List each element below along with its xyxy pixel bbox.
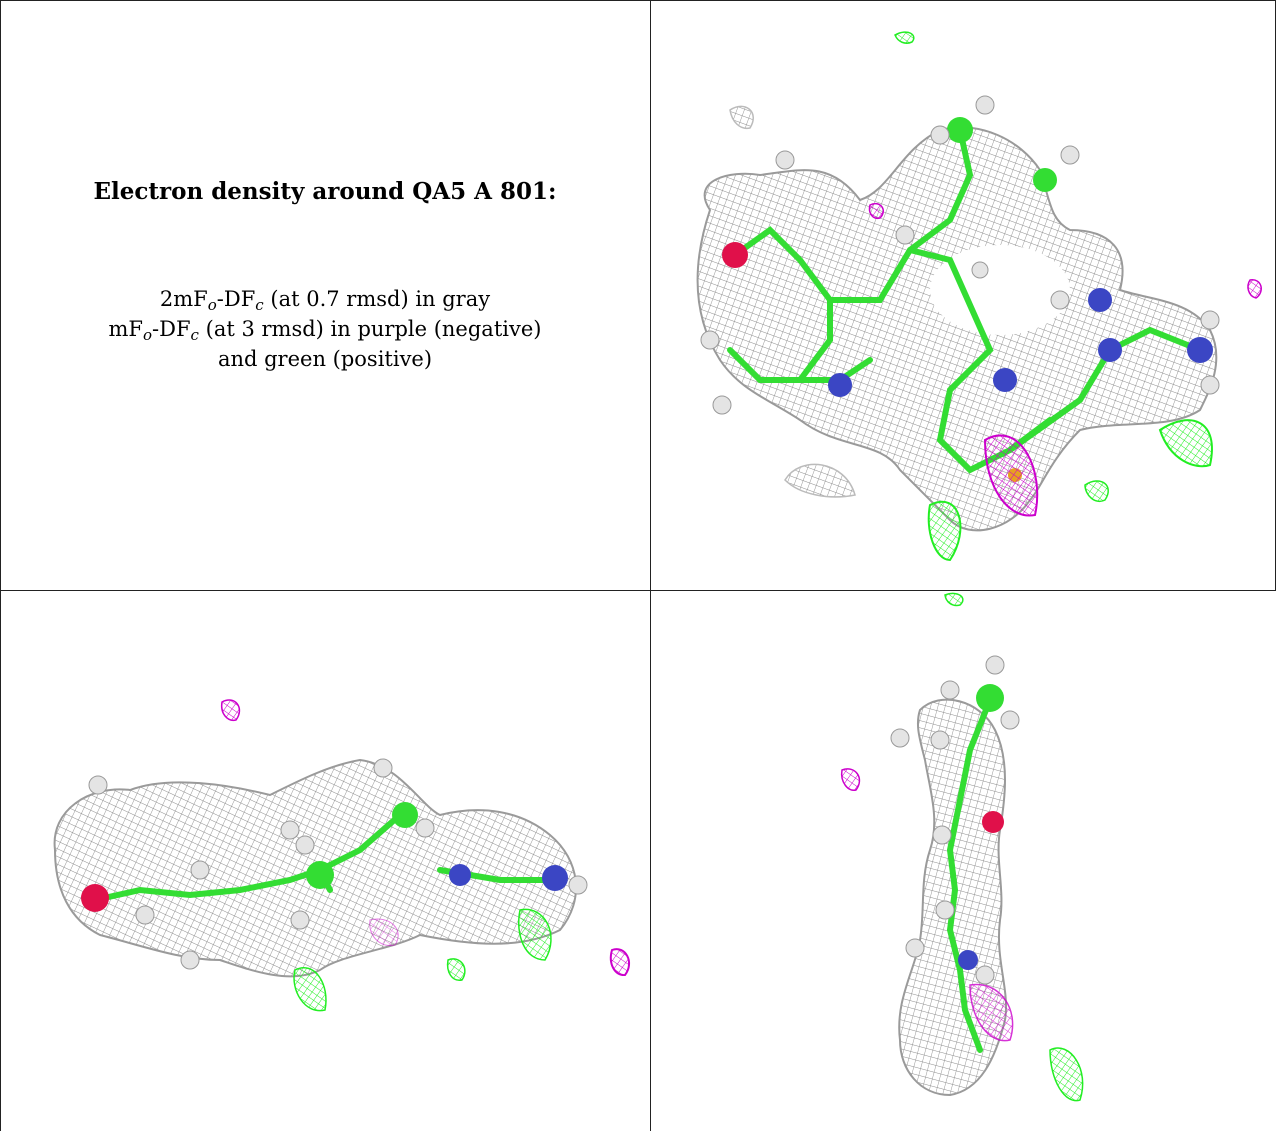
caption-line-colors: and green (positive) [0, 344, 650, 374]
density-view-end-svg [650, 590, 1276, 1131]
caption-text: 2mFo-DFc (at 0.7 rmsd) in gray mFo-DFc (… [0, 284, 650, 374]
caption-line-2fo-dfc: 2mFo-DFc (at 0.7 rmsd) in gray [0, 284, 650, 314]
gray-density-fragment [785, 464, 855, 497]
positive-density-blob [895, 32, 914, 43]
density-view-front [650, 0, 1276, 590]
positive-density-blob [1050, 1048, 1083, 1101]
positive-density-blob [1085, 481, 1108, 501]
negative-density-blob [842, 769, 860, 790]
positive-density-blob [448, 959, 465, 980]
negative-density-blob [222, 700, 240, 720]
positive-density-blob [1160, 420, 1212, 466]
figure-title: Electron density around QA5 A 801: [0, 178, 650, 205]
divider-vertical [650, 0, 651, 1131]
density-view-side-svg [0, 590, 650, 1131]
gray-density-fragment [730, 106, 753, 128]
density-view-front-svg [650, 0, 1276, 590]
positive-density-blob [945, 593, 963, 605]
positive-density-blob [929, 502, 961, 560]
frame-left [0, 0, 1, 1131]
negative-density-blob [869, 204, 883, 219]
negative-density-blob [1248, 280, 1261, 298]
density-view-end [650, 590, 1276, 1131]
positive-density-blob [294, 968, 326, 1011]
density-view-side [0, 590, 650, 1131]
divider-horizontal [0, 590, 1276, 591]
gray-density-mesh [698, 127, 1217, 530]
caption-line-fo-dfc: mFo-DFc (at 3 rmsd) in purple (negative) [0, 314, 650, 344]
caption-panel: Electron density around QA5 A 801: 2mFo-… [0, 0, 650, 590]
frame-top [0, 0, 1276, 1]
negative-density-blob [611, 949, 629, 975]
